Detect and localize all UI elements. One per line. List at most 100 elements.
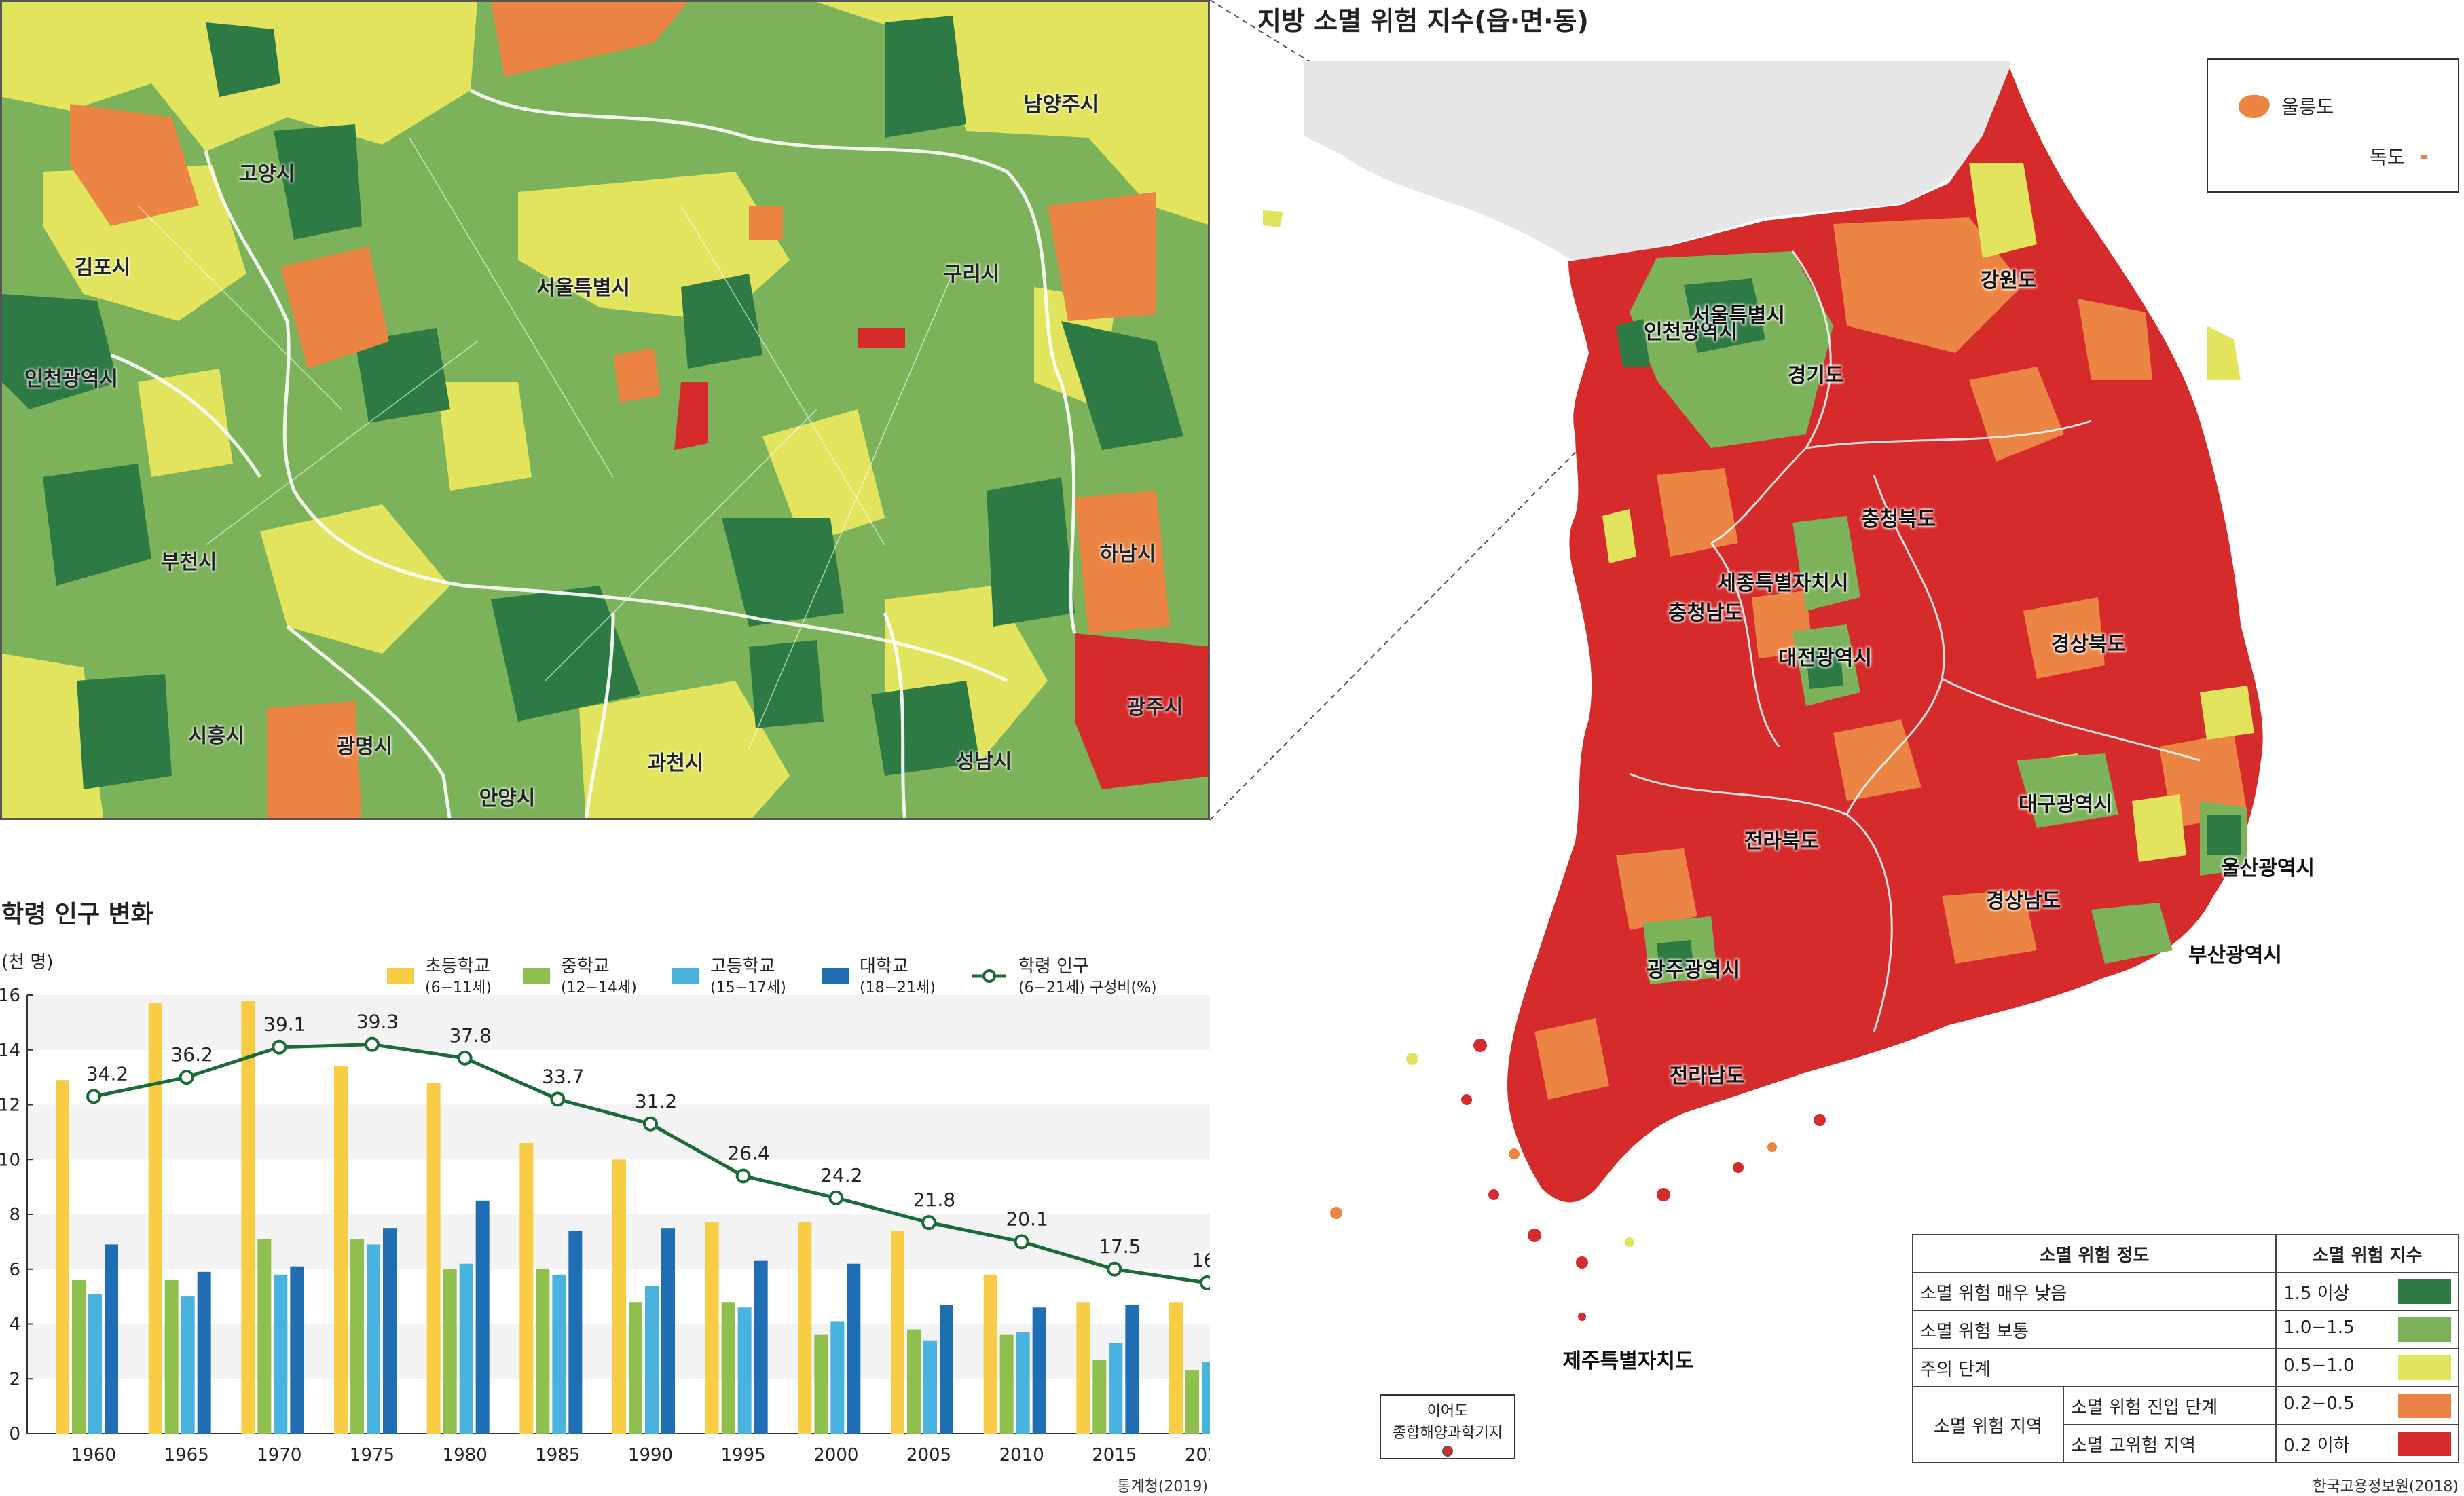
chart-x-tick-label: 2005 bbox=[906, 1445, 951, 1465]
chart-x-tick-label: 1965 bbox=[164, 1445, 209, 1465]
legend-swatch-entering bbox=[2398, 1394, 2451, 1418]
chart-legend-line-marker bbox=[982, 969, 996, 983]
legend-row-range: 0.2 이하 bbox=[2275, 1424, 2459, 1463]
chart-legend-label: 대학교 bbox=[860, 956, 908, 977]
chart-legend-sublabel: (6−11세) bbox=[425, 979, 492, 996]
risk-legend-table: 소멸 위험 정도 소멸 위험 지수 소멸 위험 매우 낮음 1.5 이상 소멸 … bbox=[1911, 1234, 2459, 1463]
chart-bar bbox=[1076, 1302, 1090, 1434]
chart-bar bbox=[847, 1263, 861, 1434]
chart-bar bbox=[105, 1244, 118, 1434]
legend-header-index: 소멸 위험 지수 bbox=[2275, 1234, 2459, 1273]
chart-bar bbox=[830, 1321, 845, 1434]
chart-bar bbox=[475, 1200, 490, 1434]
chart-bar bbox=[290, 1266, 304, 1434]
chart-bar bbox=[983, 1274, 997, 1434]
chart-bar bbox=[612, 1159, 626, 1434]
seoul-inset-map: 남양주시 고양시 김포시 구리시 서울특별시 인천광역시 부천시 하남시 시흥시… bbox=[0, 0, 1210, 820]
inset-label-goyang: 고양시 bbox=[238, 162, 295, 186]
chart-source: 통계청(2019) bbox=[1117, 1478, 1208, 1495]
chart-bar bbox=[645, 1285, 659, 1434]
chart-line-point bbox=[272, 1039, 287, 1055]
chart-line-point bbox=[1107, 1261, 1122, 1277]
chart-bar bbox=[1032, 1307, 1046, 1434]
legend-swatch-normal bbox=[2398, 1317, 2451, 1342]
chart-legend-swatch bbox=[822, 968, 849, 984]
chart-x-tick-label: 1995 bbox=[721, 1445, 766, 1465]
chart-bar bbox=[257, 1239, 272, 1434]
chart-bar bbox=[164, 1279, 179, 1434]
legend-group-label: 소멸 위험 지역 bbox=[1912, 1386, 2064, 1463]
chart-legend-label: 고등학교 bbox=[710, 956, 775, 977]
chart-line-data-label: 39.3 bbox=[356, 1011, 399, 1033]
station-line1: 이어도 bbox=[1427, 1403, 1469, 1420]
legend-row-label: 주의 단계 bbox=[1911, 1348, 2277, 1387]
chart-x-tick-label: 1985 bbox=[535, 1445, 580, 1465]
chart-bar bbox=[56, 1080, 69, 1434]
inset-label-hanam: 하남시 bbox=[1099, 542, 1156, 566]
chart-line-point bbox=[365, 1036, 380, 1052]
chart-bar bbox=[1016, 1332, 1030, 1434]
chart-bar bbox=[629, 1302, 642, 1434]
inset-label-gwangju-city: 광주시 bbox=[1126, 696, 1183, 719]
chart-x-tick-label: 1975 bbox=[350, 1445, 394, 1465]
province-label-ulsan: 울산광역시 bbox=[2221, 857, 2315, 880]
chart-legend-sublabel: (15−17세) bbox=[710, 979, 786, 996]
chart-line-data-label: 39.1 bbox=[263, 1013, 306, 1036]
province-label-seoul: 서울특별시 bbox=[1691, 304, 1785, 328]
chart-bar bbox=[88, 1294, 102, 1434]
chart-bar bbox=[519, 1143, 534, 1434]
chart-bar bbox=[661, 1228, 675, 1434]
chart-legend-sublabel: (12−14세) bbox=[561, 979, 637, 996]
inset-label-incheon: 인천광역시 bbox=[24, 367, 118, 391]
inset-label-guri: 구리시 bbox=[943, 263, 1000, 286]
chart-x-tick-label: 1980 bbox=[443, 1445, 488, 1465]
chart-bar bbox=[426, 1083, 441, 1434]
chart-legend-label: 초등학교 bbox=[425, 956, 490, 977]
map-source: 한국고용정보원(2018) bbox=[2313, 1478, 2459, 1495]
chart-y-tick-label: 2 bbox=[9, 1369, 20, 1389]
chart-line-point bbox=[86, 1089, 101, 1104]
province-label-gangwon: 강원도 bbox=[1980, 269, 2037, 293]
province-label-gyeongbuk: 경상북도 bbox=[2051, 633, 2127, 656]
chart-bar bbox=[1092, 1359, 1107, 1434]
chart-line-data-label: 31.2 bbox=[635, 1090, 677, 1112]
chart-bar bbox=[181, 1296, 195, 1434]
legend-row-label: 소멸 고위험 지역 bbox=[2062, 1424, 2277, 1463]
chart-bar bbox=[197, 1271, 211, 1434]
chart-bar bbox=[891, 1231, 904, 1434]
chart-legend-swatch bbox=[672, 968, 699, 984]
station-line2: 종합해양과학기지 bbox=[1393, 1425, 1503, 1442]
chart-line-data-label: 37.8 bbox=[449, 1024, 491, 1047]
chart-line-data-label: 26.4 bbox=[727, 1142, 769, 1164]
school-age-chart: 0 2 4 6 8 10 12 14 16 (천 명) 1960 1965 1970 1975 1980 19… bbox=[0, 952, 1210, 1465]
chart-line-data-label: 36.2 bbox=[170, 1043, 213, 1066]
chart-bar bbox=[1185, 1370, 1199, 1434]
inset-label-namyangju: 남양주시 bbox=[1023, 93, 1099, 117]
chart-y-tick-label: 14 bbox=[0, 1041, 20, 1061]
chart-bar bbox=[798, 1222, 812, 1434]
inset-label-siheung: 시흥시 bbox=[188, 724, 245, 748]
ulleung-shape bbox=[2239, 94, 2270, 118]
chart-line-data-label: 34.2 bbox=[86, 1062, 128, 1085]
chart-y-tick-label: 0 bbox=[9, 1424, 20, 1444]
chart-line-point bbox=[643, 1116, 658, 1132]
inset-label-anyang: 안양시 bbox=[479, 787, 536, 810]
chart-bar bbox=[274, 1274, 288, 1434]
inset-label-gwacheon: 과천시 bbox=[647, 751, 704, 775]
province-label-jeonnam: 전라남도 bbox=[1669, 1064, 1745, 1088]
province-label-sejong: 세종특별자치시 bbox=[1717, 572, 1849, 595]
chart-line-point bbox=[550, 1091, 566, 1107]
chart-line-data-label: 24.2 bbox=[820, 1164, 862, 1186]
chart-bar bbox=[923, 1340, 937, 1434]
chart-bar bbox=[1109, 1343, 1123, 1434]
chart-line-point bbox=[828, 1190, 844, 1205]
chart-legend-swatch bbox=[523, 968, 550, 984]
chart-bar bbox=[459, 1263, 473, 1434]
province-label-gyeongnam: 경상남도 bbox=[1985, 889, 2061, 913]
chart-line-data-label: 33.7 bbox=[542, 1065, 584, 1087]
chart-bar bbox=[148, 1003, 162, 1434]
chart-legend-label: 중학교 bbox=[561, 956, 610, 977]
inset-label-gwangmyeong: 광명시 bbox=[336, 735, 393, 759]
chart-y-tick-label: 16 bbox=[0, 986, 20, 1006]
chart-x-tick-label: 1960 bbox=[71, 1445, 116, 1465]
